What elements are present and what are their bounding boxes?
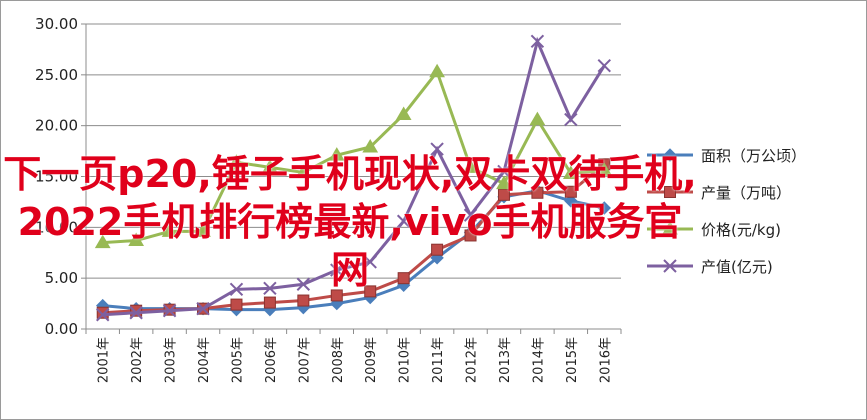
data-point-price [395, 106, 412, 120]
x-tick-label: 2011年 [431, 337, 446, 383]
data-point-output [96, 306, 109, 319]
x-tick-label: 2007年 [297, 337, 312, 383]
series-price [94, 63, 613, 249]
data-point-value [564, 112, 578, 127]
data-point-output [130, 304, 143, 317]
legend-label: 价格(元/kg) [701, 221, 781, 239]
x-tick-label: 2002年 [130, 337, 145, 383]
data-point-value [129, 306, 143, 320]
legend-item-value: 产值(亿元) [647, 258, 773, 276]
data-point-value [430, 142, 444, 156]
x-tick-label: 2005年 [230, 337, 245, 383]
data-point-output [330, 289, 343, 302]
data-point-value [463, 208, 478, 222]
data-point-value [363, 255, 377, 269]
series-output [96, 158, 611, 319]
data-point-price [496, 175, 512, 190]
legend-label: 产值(亿元) [701, 258, 773, 276]
y-tick-label: 5.00 [45, 269, 78, 287]
data-point-output [564, 185, 577, 198]
series-area [96, 184, 611, 317]
y-tick-label: 25.00 [35, 66, 78, 84]
gridlines [81, 23, 622, 334]
data-point-value [330, 263, 344, 277]
legend-marker [662, 221, 678, 235]
data-point-area [597, 201, 611, 215]
x-tick-label: 2016年 [598, 337, 613, 383]
data-point-value [530, 34, 545, 48]
data-point-value [96, 308, 110, 322]
series-line-value [102, 36, 606, 317]
data-point-value [229, 282, 244, 297]
data-point-output [464, 229, 477, 242]
data-point-value [396, 214, 411, 228]
data-point-output [230, 298, 243, 311]
data-point-value [497, 164, 511, 179]
x-tick-label: 2012年 [465, 337, 480, 383]
legend: 面积（万公顷） 产量（万吨） 价格(元/kg) 产值(亿元) [647, 147, 806, 276]
data-point-price [362, 139, 379, 153]
data-point-price [128, 232, 145, 247]
data-point-output [531, 186, 544, 199]
data-point-price [562, 165, 579, 179]
legend-label: 面积（万公顷） [701, 147, 806, 165]
x-tick-label: 2009年 [364, 337, 379, 383]
x-tick-label: 2004年 [197, 337, 212, 383]
data-point-output [431, 243, 444, 256]
series-group [94, 34, 613, 322]
data-point-price [228, 154, 245, 168]
data-point-value [196, 301, 210, 316]
x-axis-ticks: 2001年 2002年 2003年 2004年 2005年 2006年 2007年 2008年… [97, 337, 614, 383]
data-point-price [429, 63, 445, 78]
data-point-value [263, 281, 277, 296]
y-axis-ticks: 0.00 5.00 10.00 15.00 20.00 25.00 30.00 [35, 15, 78, 338]
data-point-price [94, 234, 111, 249]
data-point-price [596, 162, 613, 176]
data-point-price [195, 223, 211, 237]
legend-item-area: 面积（万公顷） [647, 147, 806, 165]
x-tick-label: 2014年 [531, 337, 546, 383]
data-point-output [364, 285, 377, 298]
x-tick-label: 2008年 [331, 337, 346, 383]
y-tick-label: 30.00 [35, 15, 78, 33]
data-point-price [328, 147, 345, 161]
data-point-area [564, 194, 578, 208]
series-line-output [102, 163, 606, 315]
data-point-price [295, 164, 312, 178]
data-point-output [297, 294, 310, 307]
x-tick-label: 2006年 [264, 337, 279, 383]
legend-item-output: 产量（万吨） [647, 184, 791, 202]
y-tick-label: 20.00 [35, 117, 78, 135]
series-line-price [102, 68, 605, 245]
y-tick-label: 0.00 [45, 320, 78, 338]
legend-marker [663, 259, 677, 273]
data-point-price [529, 111, 546, 126]
x-tick-label: 2003年 [164, 337, 179, 383]
data-point-price [161, 223, 178, 237]
y-tick-label: 15.00 [35, 168, 78, 186]
y-tick-label: 10.00 [35, 218, 78, 236]
x-tick-label: 2001年 [97, 337, 112, 383]
data-point-value [597, 58, 611, 73]
data-point-value [162, 303, 177, 318]
data-point-value [296, 277, 311, 291]
legend-marker [663, 148, 677, 162]
legend-item-price: 价格(元/kg) [647, 221, 781, 239]
x-tick-label: 2013年 [498, 337, 513, 383]
data-point-output [497, 188, 510, 201]
series-line-area [102, 189, 605, 312]
legend-marker [664, 186, 676, 198]
data-point-price [462, 159, 479, 173]
x-tick-label: 2010年 [398, 337, 413, 383]
x-tick-label: 2015年 [565, 337, 580, 383]
data-point-area [430, 251, 444, 265]
data-point-output [397, 272, 410, 285]
data-point-price [262, 159, 278, 173]
data-point-output [263, 296, 276, 309]
series-value [96, 34, 611, 322]
legend-label: 产量（万吨） [701, 184, 791, 202]
